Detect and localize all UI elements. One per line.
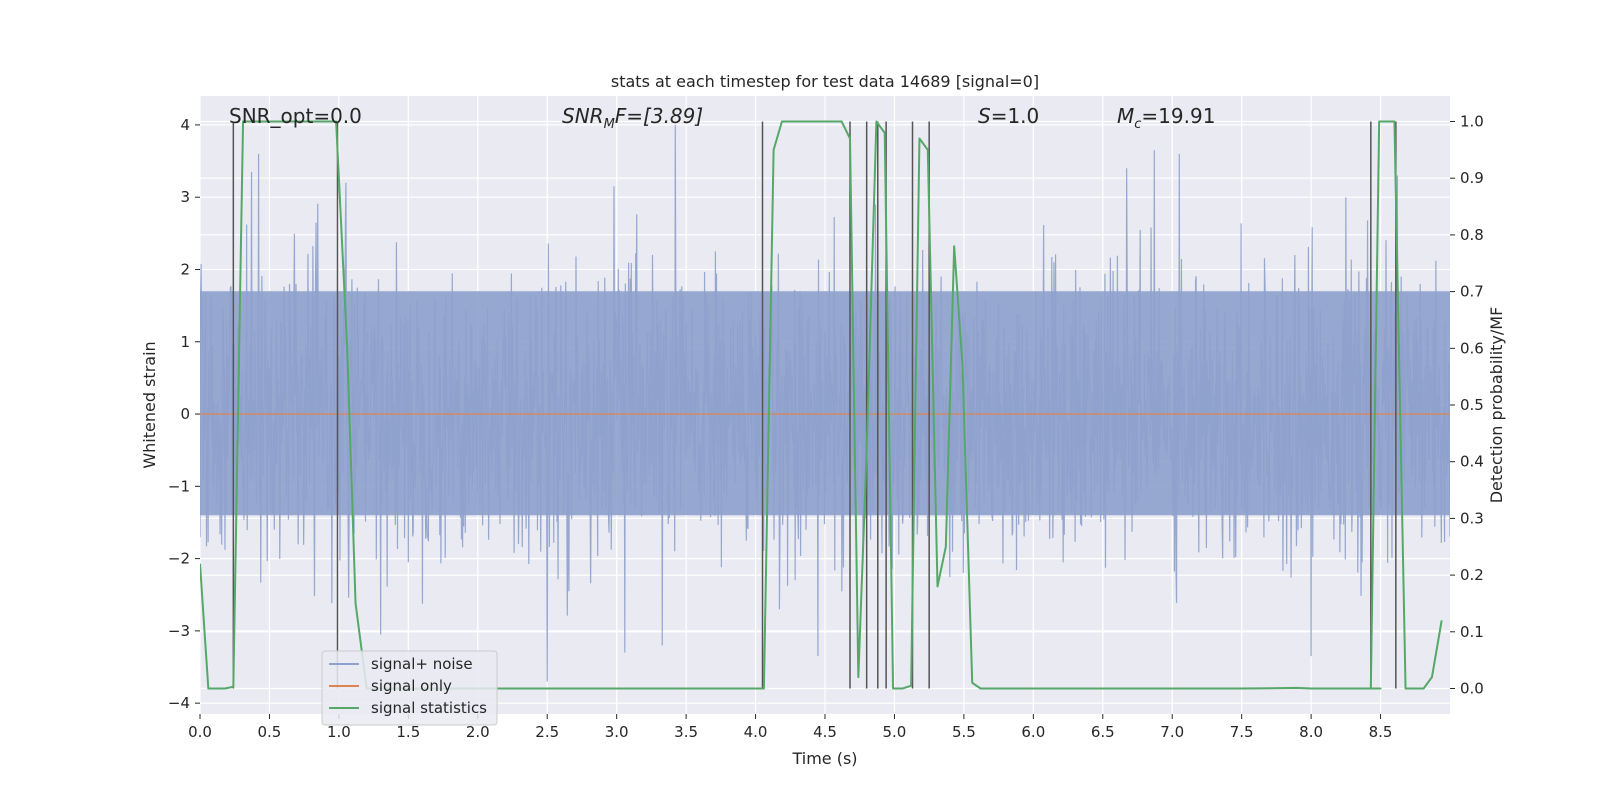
x-tick-8: 4.0 xyxy=(744,723,768,741)
mc-sub: c xyxy=(1134,117,1141,132)
y2-tick-8: 0.8 xyxy=(1460,226,1484,244)
x-tick-14: 7.0 xyxy=(1160,723,1184,741)
x-tick-10: 5.0 xyxy=(883,723,907,741)
y-axis-left: −4 −3 −2 −1 0 1 2 3 4 xyxy=(168,116,200,712)
y-tick-4: 0 xyxy=(180,405,190,423)
y-axis-label: Whitened strain xyxy=(140,341,159,468)
y-axis-right: 0.0 0.1 0.2 0.3 0.4 0.5 0.6 0.7 0.8 0.9 1.0 xyxy=(1450,113,1484,697)
y2-tick-1: 0.1 xyxy=(1460,623,1484,641)
y2-tick-3: 0.3 xyxy=(1460,509,1484,527)
y-tick-6: 2 xyxy=(180,260,190,278)
y2-tick-2: 0.2 xyxy=(1460,566,1484,584)
y-tick-7: 3 xyxy=(180,188,190,206)
x-tick-3: 1.5 xyxy=(396,723,420,741)
x-tick-17: 8.5 xyxy=(1369,723,1393,741)
x-tick-2: 1.0 xyxy=(327,723,351,741)
snr-mf-sub: M xyxy=(604,117,615,132)
snr-mf-annotation: SNRMF=[3.89] xyxy=(562,104,703,132)
x-tick-7: 3.5 xyxy=(674,723,698,741)
snr-mf-tail: F=[3.89] xyxy=(615,104,703,128)
x-tick-5: 2.5 xyxy=(535,723,559,741)
s-base: S xyxy=(978,104,991,128)
x-axis-label: Time (s) xyxy=(791,749,857,768)
y-tick-2: −2 xyxy=(168,550,190,568)
y2-tick-10: 1.0 xyxy=(1460,113,1484,131)
signal-statistics-line xyxy=(200,120,1443,690)
x-axis: 0.0 0.5 1.0 1.5 2.0 2.5 3.0 3.5 4.0 4.5 5.0 5.5 6.0 6… xyxy=(188,714,1392,741)
y-tick-5: 1 xyxy=(180,333,190,351)
x-tick-9: 4.5 xyxy=(813,723,837,741)
noise-line xyxy=(200,124,1450,682)
x-tick-1: 0.5 xyxy=(258,723,282,741)
y2-tick-0: 0.0 xyxy=(1460,679,1484,697)
signal-noise-series xyxy=(200,124,1450,682)
mc-base: M xyxy=(1117,104,1134,128)
x-tick-12: 6.0 xyxy=(1021,723,1045,741)
x-tick-16: 8.0 xyxy=(1299,723,1323,741)
x-tick-6: 3.0 xyxy=(605,723,629,741)
legend: signal+ noise signal only signal statist… xyxy=(321,650,498,726)
x-tick-0: 0.0 xyxy=(188,723,212,741)
legend-box xyxy=(321,650,498,726)
x-tick-13: 6.5 xyxy=(1091,723,1115,741)
s-annotation: S=1.0 xyxy=(978,104,1039,128)
detection-vlines xyxy=(232,121,1397,689)
y2-tick-4: 0.4 xyxy=(1460,453,1484,471)
signal-statistics-series xyxy=(200,120,1443,690)
y-tick-8: 4 xyxy=(180,116,190,134)
y-tick-0: −4 xyxy=(168,694,190,712)
y2-tick-9: 0.9 xyxy=(1460,169,1484,187)
snr-mf-base: SNR xyxy=(562,104,604,128)
x-tick-11: 5.5 xyxy=(952,723,976,741)
mc-tail: =19.91 xyxy=(1141,104,1215,128)
s-tail: =1.0 xyxy=(991,104,1040,128)
y-tick-1: −3 xyxy=(168,622,190,640)
x-tick-4: 2.0 xyxy=(466,723,490,741)
y2-axis-label: Detection probability/MF xyxy=(1487,307,1506,504)
snr-opt-annotation: SNR_opt=0.0 xyxy=(229,104,362,128)
mc-annotation: Mc=19.91 xyxy=(1117,104,1215,132)
y-tick-3: −1 xyxy=(168,477,190,495)
y2-tick-6: 0.6 xyxy=(1460,339,1484,357)
legend-label-signal-only: signal only xyxy=(371,677,452,695)
x-tick-15: 7.5 xyxy=(1230,723,1254,741)
y2-tick-5: 0.5 xyxy=(1460,396,1484,414)
legend-label-signal-noise: signal+ noise xyxy=(371,655,473,673)
chart-title: stats at each timestep for test data 146… xyxy=(611,72,1039,91)
legend-label-signal-statistics: signal statistics xyxy=(371,699,487,717)
y2-tick-7: 0.7 xyxy=(1460,283,1484,301)
